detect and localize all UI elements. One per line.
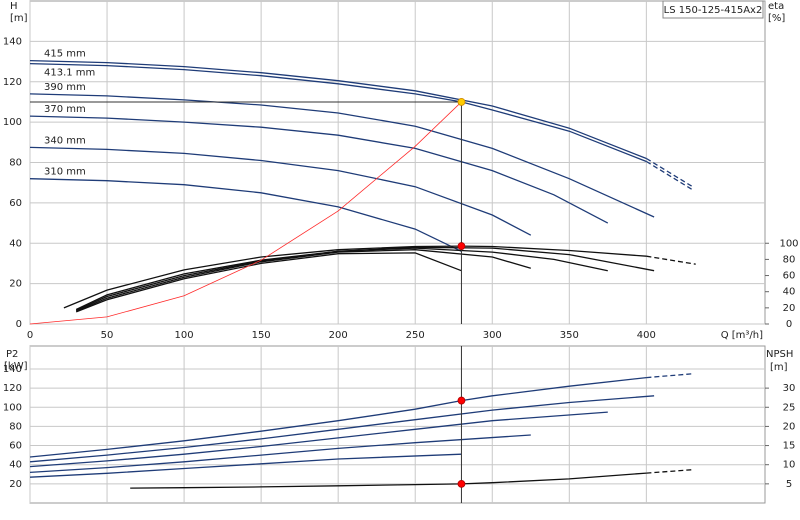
operating-point [457, 242, 466, 250]
y2-tick-label: 60 [783, 271, 796, 282]
secondary-curve [63, 245, 647, 309]
operating-point [457, 396, 466, 405]
curve [29, 59, 647, 160]
y2-tick-label: 20 [783, 303, 796, 314]
curve-label: 340 mm [44, 135, 86, 146]
y2-axis-unit: [%] [768, 13, 785, 24]
y-axis-unit: [kW] [4, 361, 28, 372]
y2-tick-label: 40 [783, 287, 796, 298]
title-box [662, 0, 764, 19]
secondary-curve [75, 247, 608, 311]
secondary-curve [75, 252, 462, 313]
curve [29, 453, 462, 478]
y-tick-label: 60 [9, 198, 22, 209]
x-tick-label: 50 [101, 330, 114, 341]
curve-label: 310 mm [44, 167, 86, 178]
curve-label: 390 mm [44, 82, 86, 93]
secondary-curve [646, 255, 696, 265]
curve [646, 157, 693, 188]
curve [29, 411, 608, 468]
y2-tick-label: 30 [783, 383, 796, 394]
y2-tick-label: 0 [786, 319, 792, 330]
y-tick-label: 80 [9, 421, 22, 432]
y-tick-label: 120 [3, 77, 22, 88]
x-tick-label: 150 [252, 330, 271, 341]
y2-axis-label: NPSH [766, 349, 793, 360]
y-tick-label: 0 [16, 319, 22, 330]
y2-tick-label: 15 [783, 441, 796, 452]
x-tick-label: 200 [329, 330, 348, 341]
y-tick-label: 20 [9, 279, 22, 290]
curve [29, 376, 647, 458]
y-tick-label: 80 [9, 158, 22, 169]
y2-tick-label: 20 [783, 421, 796, 432]
y2-tick-label: 10 [783, 460, 796, 471]
y-tick-label: 140 [3, 364, 22, 375]
curve [29, 93, 655, 218]
chart-title: LS 150-125-415Ax2 [664, 5, 763, 16]
x-tick-label: 300 [483, 330, 502, 341]
y-tick-label: 20 [9, 479, 22, 490]
curve-label: 370 mm [44, 104, 86, 115]
y2-tick-label: 25 [783, 402, 796, 413]
operating-point [457, 479, 466, 488]
secondary-curve [75, 249, 531, 312]
operating-point [457, 98, 466, 106]
y-tick-label: 40 [9, 238, 22, 249]
x-tick-label: 100 [175, 330, 194, 341]
x-tick-label: 400 [637, 330, 656, 341]
x-tick-label: 350 [560, 330, 579, 341]
y2-tick-label: 100 [779, 238, 798, 249]
curve [29, 62, 647, 163]
secondary-curve [130, 472, 647, 489]
curve-label: 413.1 mm [44, 68, 95, 79]
y2-axis-label: eta [768, 1, 784, 12]
y2-tick-label: 80 [783, 254, 796, 265]
y-axis-label: H [10, 1, 18, 12]
curve [646, 160, 693, 191]
y-tick-label: 40 [9, 460, 22, 471]
y-tick-label: 140 [3, 36, 22, 47]
curve [29, 146, 532, 236]
curve [29, 115, 609, 224]
plot-area [29, 345, 766, 504]
curve-label: 415 mm [44, 49, 86, 60]
x-tick-label: 0 [27, 330, 33, 341]
y-tick-label: 60 [9, 441, 22, 452]
y2-axis-unit: [m] [770, 362, 788, 373]
x-axis-label: Q [m³/h] [721, 330, 763, 341]
curve [29, 395, 655, 463]
curve [29, 178, 462, 252]
y-tick-label: 120 [3, 383, 22, 394]
y-axis-unit: [m] [10, 13, 28, 24]
curve [29, 434, 531, 474]
y-axis-label: P2 [6, 349, 18, 360]
y2-tick-label: 5 [786, 479, 792, 490]
curve [29, 101, 462, 325]
x-tick-label: 250 [406, 330, 425, 341]
y-tick-label: 100 [3, 402, 22, 413]
y-tick-label: 100 [3, 117, 22, 128]
